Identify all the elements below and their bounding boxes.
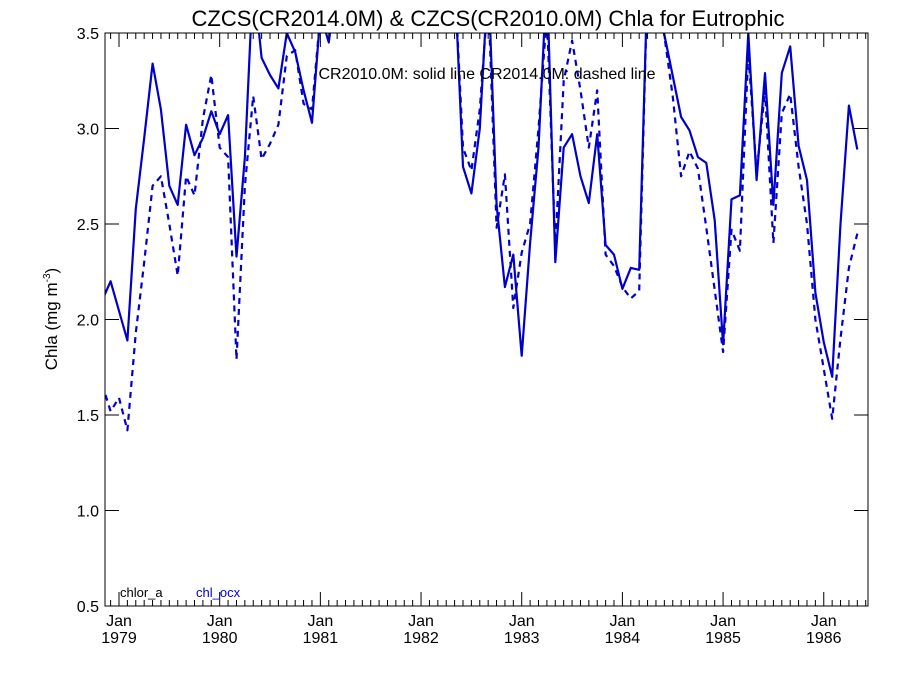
series-solid-segment-0: [105, 33, 332, 342]
ytick-label: 1.0: [77, 504, 99, 521]
xtick-year-label: 1983: [504, 630, 540, 647]
xtick-year-label: 1980: [202, 630, 238, 647]
axis-layer: 0.51.01.52.02.53.03.5Jan1979Jan1980Jan19…: [77, 26, 868, 647]
line-style-note: CR2010.0M: solid line CR2014.0M: dashed …: [318, 66, 655, 83]
xtick-year-label: 1986: [806, 630, 842, 647]
xtick-month-label: Jan: [207, 613, 233, 630]
ytick-label: 3.5: [77, 26, 99, 43]
xtick-month-label: Jan: [408, 613, 434, 630]
xtick-month-label: Jan: [509, 613, 535, 630]
xtick-month-label: Jan: [710, 613, 736, 630]
xtick-month-label: Jan: [307, 613, 333, 630]
ytick-label: 0.5: [77, 599, 99, 616]
xtick-month-label: Jan: [610, 613, 636, 630]
ytick-label: 3.0: [77, 122, 99, 139]
legend-chl-ocx: chl_ocx: [196, 585, 241, 600]
xtick-year-label: 1979: [101, 630, 137, 647]
ytick-label: 1.5: [77, 408, 99, 425]
xtick-year-label: 1981: [303, 630, 339, 647]
y-axis-label-suffix: ): [42, 268, 61, 274]
xtick-year-label: 1982: [403, 630, 439, 647]
series-solid-segment-1: [456, 33, 648, 357]
series-layer: [105, 33, 859, 432]
y-axis-label-exponent: -3: [42, 273, 53, 282]
series-dashed-segment-2: [662, 33, 859, 420]
ytick-label: 2.0: [77, 313, 99, 330]
xtick-year-label: 1984: [605, 630, 641, 647]
xtick-month-label: Jan: [811, 613, 837, 630]
chart-title: CZCS(CR2014.0M) & CZCS(CR2010.0M) Chla f…: [192, 6, 785, 31]
legend-chlor-a: chlor_a: [120, 585, 163, 600]
ytick-label: 2.5: [77, 217, 99, 234]
y-axis-label-main: Chla (mg m: [42, 282, 61, 370]
xtick-month-label: Jan: [106, 613, 132, 630]
series-dashed-segment-0: [105, 33, 320, 432]
series-solid-segment-2: [663, 33, 859, 378]
y-axis-label: Chla (mg m-3): [42, 268, 61, 370]
xtick-year-label: 1985: [705, 630, 741, 647]
